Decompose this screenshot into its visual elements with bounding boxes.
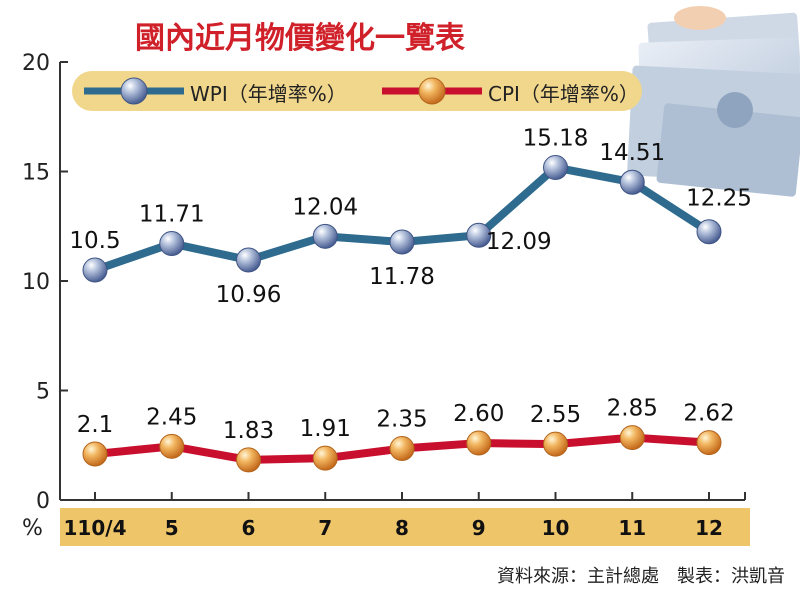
data-point-wpi xyxy=(82,257,108,283)
data-point-cpi xyxy=(159,433,185,459)
data-label-cpi: 1.83 xyxy=(223,418,274,444)
legend-marker-cpi xyxy=(418,77,446,105)
legend-label-wpi: WPI（年增率%） xyxy=(190,82,347,106)
x-tick-label: 110/4 xyxy=(64,516,127,540)
data-point-cpi xyxy=(389,436,415,462)
data-label-wpi: 11.71 xyxy=(139,202,205,228)
data-point-wpi xyxy=(619,169,645,195)
x-axis-band xyxy=(60,508,750,546)
data-label-cpi: 2.85 xyxy=(607,396,658,422)
legend: WPI（年增率%） CPI（年增率%） xyxy=(72,71,642,111)
data-point-cpi xyxy=(696,430,722,456)
series-group: 10.5 11.71 10.96 12.04 11.78 12.09 15.18 14.51 1… xyxy=(69,126,752,473)
data-label-cpi: 2.35 xyxy=(376,407,427,433)
data-point-cpi xyxy=(312,445,338,471)
data-label-wpi: 11.78 xyxy=(369,264,435,290)
data-point-cpi xyxy=(466,430,492,456)
legend-marker-wpi xyxy=(120,77,148,105)
legend-background xyxy=(72,71,642,111)
y-tick-label: 20 xyxy=(22,51,50,76)
y-tick-label: 15 xyxy=(22,161,50,186)
data-label-wpi: 10.5 xyxy=(69,228,120,254)
data-label-wpi: 15.18 xyxy=(523,126,589,152)
data-point-wpi xyxy=(696,219,722,245)
data-label-wpi: 12.04 xyxy=(292,194,358,220)
x-tick-label: 7 xyxy=(318,516,332,540)
data-point-wpi xyxy=(466,222,492,248)
data-label-wpi: 12.09 xyxy=(486,229,552,255)
source-note: 資料來源：主計總處 製表：洪凱音 xyxy=(497,566,785,587)
data-label-cpi: 2.45 xyxy=(146,404,197,430)
data-label-wpi: 14.51 xyxy=(599,140,665,166)
data-label-cpi: 2.1 xyxy=(77,412,114,438)
data-point-cpi xyxy=(236,447,261,473)
data-label-cpi: 2.60 xyxy=(453,401,504,427)
chart-title: 國內近月物價變化一覽表 xyxy=(135,21,465,56)
data-label-cpi: 2.55 xyxy=(530,402,581,428)
data-label-cpi: 1.91 xyxy=(300,416,351,442)
legend-label-cpi: CPI（年增率%） xyxy=(488,82,639,106)
x-axis-labels: 110/4 5 6 7 8 9 10 11 12 xyxy=(64,516,723,540)
x-tick-label: 5 xyxy=(165,516,179,540)
x-tick-label: 9 xyxy=(472,516,486,540)
data-label-wpi: 10.96 xyxy=(216,282,282,308)
axes: 0 5 10 15 20 xyxy=(22,51,746,514)
data-label-cpi: 2.62 xyxy=(683,401,734,427)
y-unit-label: % xyxy=(22,516,43,541)
data-point-wpi xyxy=(159,231,185,257)
data-point-cpi xyxy=(619,425,645,451)
x-tick-label: 12 xyxy=(695,516,723,540)
x-tick-label: 8 xyxy=(395,516,409,540)
x-tick-label: 6 xyxy=(242,516,256,540)
data-label-wpi: 12.25 xyxy=(686,186,752,212)
y-tick-label: 10 xyxy=(22,270,50,295)
data-point-wpi xyxy=(543,155,568,181)
data-point-cpi xyxy=(543,431,568,457)
data-point-wpi xyxy=(312,223,338,249)
x-tick-label: 10 xyxy=(542,516,570,540)
data-point-wpi xyxy=(389,229,415,255)
x-tick-label: 11 xyxy=(618,516,646,540)
y-tick-label: 5 xyxy=(36,380,50,405)
data-point-wpi xyxy=(236,247,261,273)
y-tick-label: 0 xyxy=(36,489,50,514)
banknote-illustration xyxy=(627,6,800,197)
data-point-cpi xyxy=(82,441,108,467)
